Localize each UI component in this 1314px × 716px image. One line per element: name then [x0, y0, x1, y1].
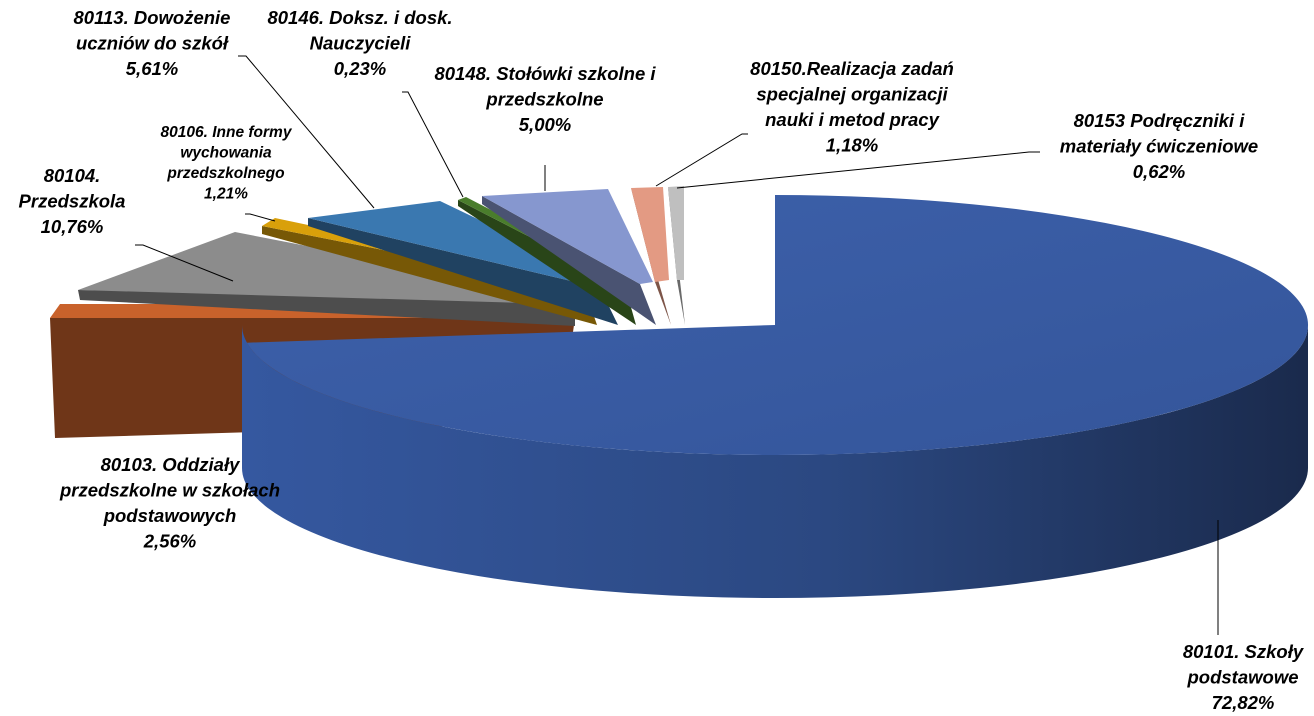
data-label-80104: 80104. Przedszkola 10,76%	[19, 165, 126, 237]
slice-80101-top	[247, 195, 1309, 455]
slice-80150-realizacja	[631, 187, 671, 325]
leader-lines	[135, 55, 1219, 635]
slice-80113-side	[308, 218, 618, 325]
slice-80104	[78, 232, 575, 326]
data-label-80150-realizacja: 80150.Realizacja zadań specjalnej organiz…	[750, 58, 954, 156]
data-label-80103: 80103. Oddziały przedszkolne w szkołach po…	[59, 454, 280, 552]
leader-line	[655, 133, 748, 187]
slice-80113-top	[308, 201, 615, 288]
data-label-80101: 80101. Szkoły podstawowe 72,82%	[1183, 641, 1305, 713]
slice-80150-realizacja-top	[631, 187, 669, 282]
slice-80148-top	[482, 189, 653, 284]
slice-80104-top	[78, 232, 575, 304]
data-label-80148: 80148. Stołówki szkolne i przedszkolne 5,0…	[434, 63, 656, 135]
slice-80153-top	[668, 186, 684, 280]
slice-80148	[482, 189, 656, 325]
slice-80101-side	[242, 325, 1308, 598]
slice-80148-side	[482, 196, 656, 325]
leader-line	[676, 151, 1040, 189]
slice-80106-side	[262, 226, 597, 325]
data-label-80153: 80153 Podręczniki i materiały ćwiczeniowe…	[1060, 110, 1258, 182]
data-label-80113: 80113. Dowożenie uczniów do szkół 5,61%	[74, 7, 231, 79]
data-label-80146: 80146. Doksz. i dosk. Nauczycieli 0,23%	[267, 7, 452, 79]
data-label-80106: 80106. Inne formy wychowania przedszkolneg…	[161, 124, 293, 203]
slice-80113	[308, 201, 618, 325]
slices	[50, 186, 1309, 598]
leader-line	[238, 55, 375, 209]
data-labels: 80101. Szkoły podstawowe 72,82% 80103. Oddz…	[19, 7, 1305, 713]
slice-80146-side	[458, 200, 636, 325]
leader-line	[135, 244, 234, 282]
leader-line	[402, 91, 464, 198]
slice-80101	[242, 195, 1309, 598]
leader-line	[245, 213, 276, 222]
slice-80153	[668, 186, 685, 325]
